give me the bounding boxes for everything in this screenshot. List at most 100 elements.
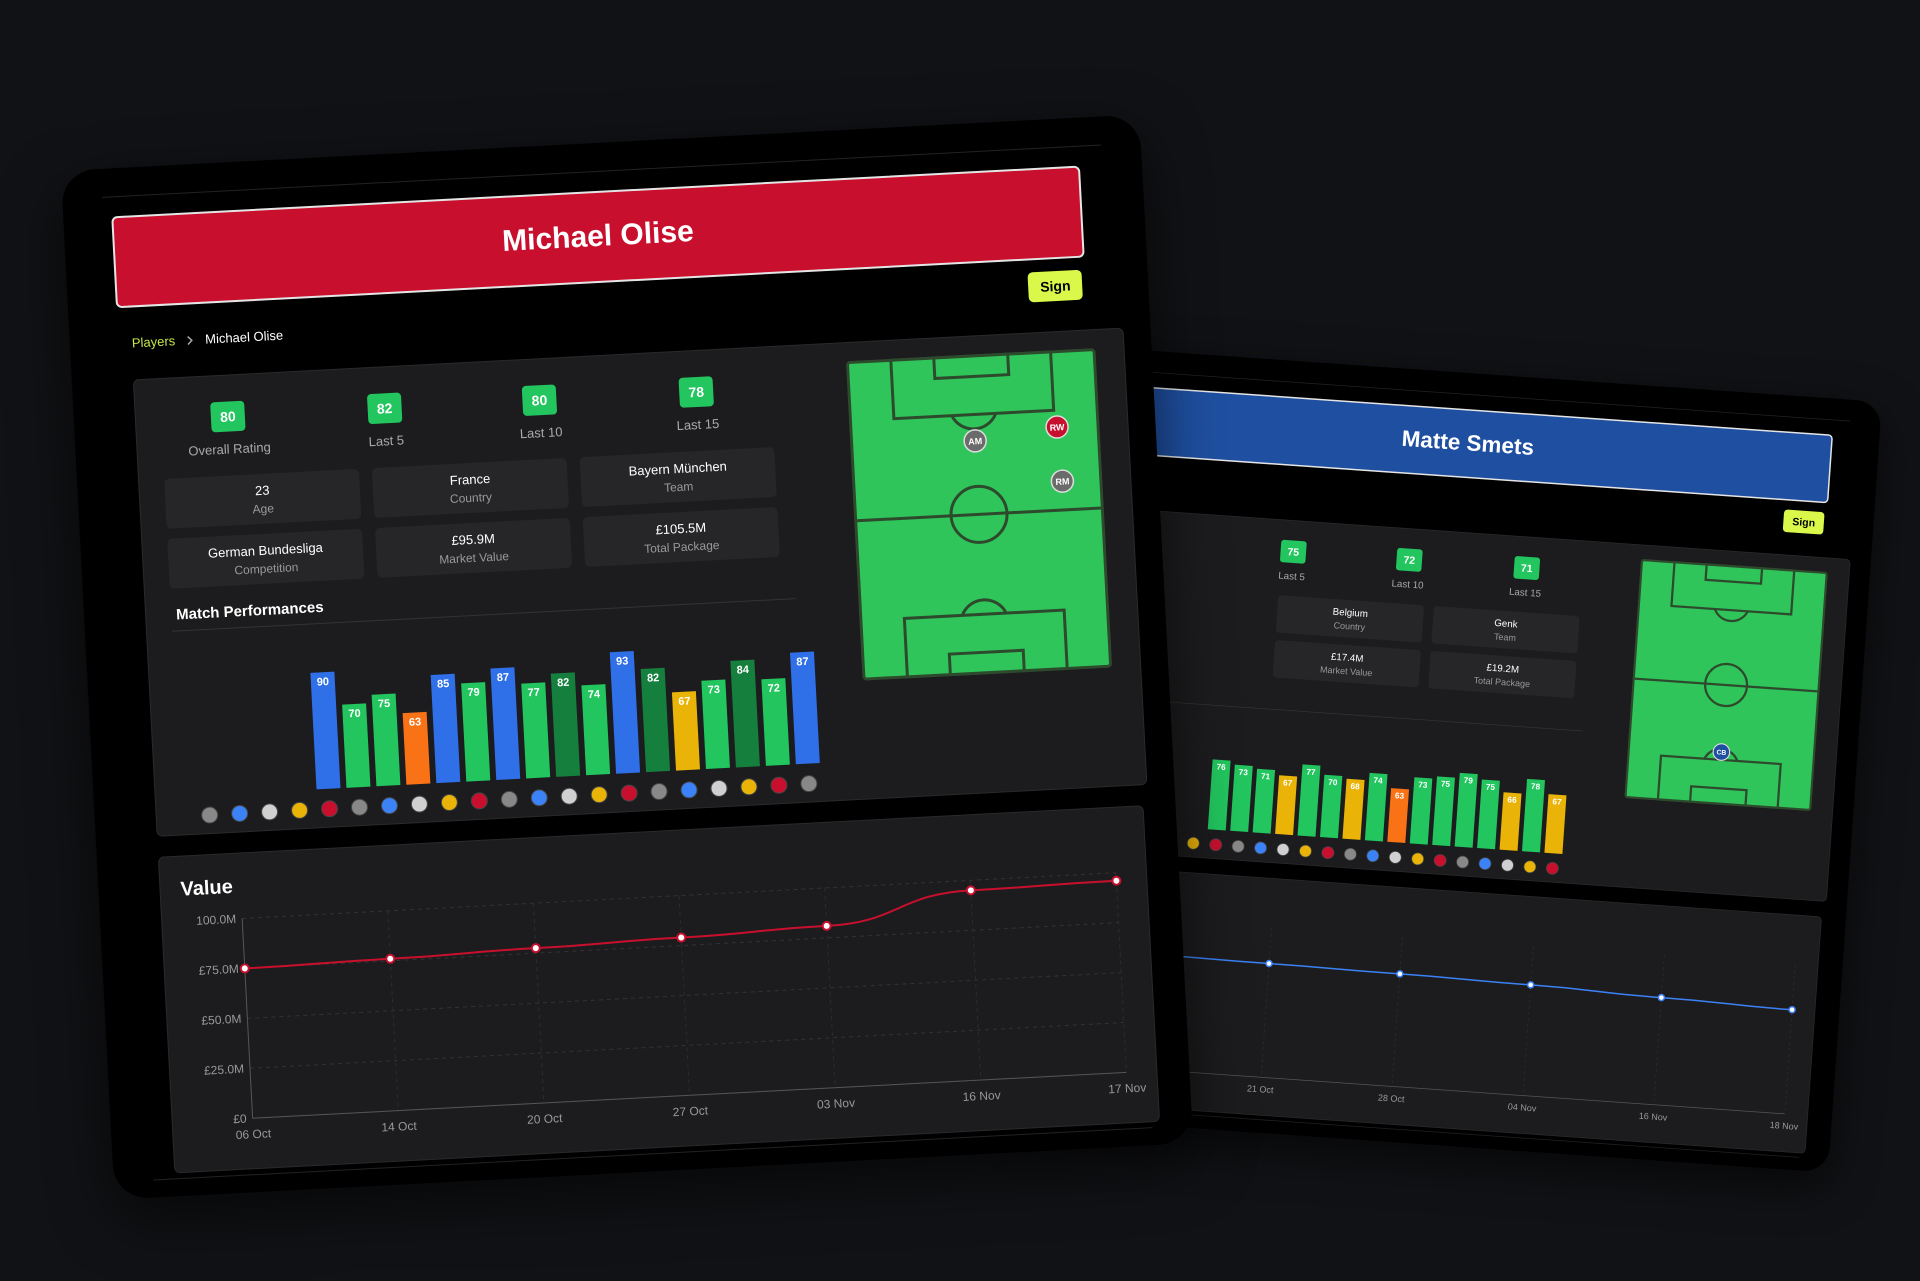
club-logo bbox=[1186, 836, 1200, 850]
position-marker bbox=[963, 429, 987, 453]
bar bbox=[761, 678, 790, 766]
bar bbox=[490, 667, 521, 781]
club-logo bbox=[410, 795, 428, 813]
sign-button[interactable]: Sign bbox=[1027, 269, 1084, 303]
info-value: Bayern München bbox=[628, 458, 728, 479]
bar-label: 93 bbox=[616, 655, 629, 668]
pitch-line bbox=[1632, 677, 1820, 693]
bar-label: 78 bbox=[1531, 782, 1541, 792]
bar bbox=[1319, 774, 1343, 839]
club-logo bbox=[440, 793, 458, 811]
rating-label: Overall Rating bbox=[188, 439, 272, 459]
bar-label: 90 bbox=[316, 676, 329, 689]
bar-label: 71 bbox=[1261, 772, 1271, 782]
y-tick-label: £0 bbox=[233, 1112, 247, 1127]
club-logo bbox=[740, 778, 758, 796]
info-label: Total Package bbox=[643, 537, 720, 556]
value-point bbox=[1657, 993, 1666, 1002]
club-logo bbox=[261, 803, 279, 821]
bar bbox=[461, 682, 491, 782]
pitch-line bbox=[947, 648, 1026, 678]
info-value: German Bundesliga bbox=[207, 539, 324, 561]
club-logo bbox=[650, 783, 668, 801]
club-logo bbox=[1478, 857, 1492, 871]
breadcrumb: Players Michael Olise bbox=[131, 328, 283, 351]
club-logo bbox=[1545, 861, 1559, 875]
info-value: 23 bbox=[254, 481, 270, 498]
value-line bbox=[244, 879, 1117, 970]
info-label: Country bbox=[1333, 619, 1366, 633]
rating-label: Last 10 bbox=[519, 424, 563, 442]
value-panel: Value £0 £25.0M £50.0M £75.0M 100.0M 06 Oct 14 … bbox=[157, 805, 1161, 1174]
bar-label: 74 bbox=[1373, 776, 1383, 786]
bar bbox=[521, 682, 551, 779]
position-marker bbox=[1050, 469, 1075, 493]
bar bbox=[1544, 794, 1567, 855]
info-label: Team bbox=[1493, 630, 1517, 643]
line-chart: 21 Oct 28 Oct 04 Nov 16 Nov 18 Nov bbox=[1129, 918, 1799, 1132]
pitch-line bbox=[960, 598, 1008, 616]
club-logo bbox=[530, 789, 548, 807]
club-logo bbox=[201, 806, 219, 824]
x-tick-label: 20 Oct bbox=[527, 1111, 564, 1127]
club-logo bbox=[1523, 860, 1537, 874]
grid-line bbox=[1784, 964, 1796, 1114]
grid-line bbox=[1391, 936, 1403, 1087]
info-box: Genk Team bbox=[1431, 605, 1580, 654]
x-tick-label: 14 Oct bbox=[381, 1119, 418, 1135]
info-box: France Country bbox=[371, 457, 570, 519]
rating-badge: 80 bbox=[521, 384, 558, 417]
club-logo bbox=[350, 798, 368, 816]
club-logo bbox=[470, 792, 488, 810]
grid-line bbox=[969, 880, 982, 1081]
breadcrumb-current: Michael Olise bbox=[204, 327, 284, 347]
value-point bbox=[1111, 875, 1122, 886]
club-logo bbox=[560, 787, 578, 805]
club-logo bbox=[800, 775, 818, 793]
info-label: Market Value bbox=[1319, 663, 1373, 678]
bar-label: 70 bbox=[1328, 778, 1338, 788]
bar-label: 77 bbox=[1306, 767, 1316, 777]
bar-chart: 76 73 71 67 77 70 68 74 63 73 75 79 75 66 78 67 bbox=[1119, 759, 1567, 875]
club-logo bbox=[1501, 858, 1514, 872]
info-box: £19.2M Total Package bbox=[1428, 650, 1577, 699]
bar-label: 82 bbox=[647, 672, 660, 685]
value-point bbox=[676, 932, 687, 943]
position-label: AM bbox=[968, 436, 983, 447]
chevron bbox=[187, 335, 194, 345]
info-value: £19.2M bbox=[1486, 661, 1520, 675]
position-label: RW bbox=[1049, 422, 1065, 433]
club-logo bbox=[1366, 849, 1380, 863]
x-tick-label: 27 Oct bbox=[672, 1103, 709, 1119]
club-logo bbox=[231, 804, 249, 822]
bar-label: 67 bbox=[678, 695, 691, 708]
rating-label: Last 5 bbox=[1277, 569, 1306, 583]
bar bbox=[310, 671, 341, 790]
pitch-line bbox=[1688, 785, 1748, 808]
club-logo bbox=[620, 784, 638, 802]
info-value: Belgium bbox=[1332, 605, 1369, 619]
bar-label: 75 bbox=[378, 698, 391, 711]
position-label: CB bbox=[1716, 749, 1726, 757]
bar bbox=[1432, 776, 1455, 847]
value-point bbox=[1788, 1006, 1796, 1014]
bar bbox=[1521, 778, 1546, 853]
info-label: Age bbox=[252, 500, 275, 516]
sign-button[interactable]: Sign bbox=[1782, 509, 1825, 535]
club-logo bbox=[1388, 850, 1402, 864]
info-box: Belgium Country bbox=[1275, 595, 1425, 643]
position-marker bbox=[1045, 415, 1069, 439]
bar bbox=[342, 703, 371, 788]
value-point bbox=[1265, 959, 1273, 968]
tablet-matte-smets: Matte Smets Sign 75 Last 5 72 Last 10 71 Last 1… bbox=[1020, 345, 1882, 1173]
bar-label: 73 bbox=[707, 684, 720, 697]
value-point bbox=[965, 885, 976, 896]
bar-label: 73 bbox=[1418, 780, 1428, 790]
breadcrumb-link[interactable]: Players bbox=[131, 333, 176, 351]
stats-panel: 75 Last 5 72 Last 10 71 Last 15 Belgium Country… bbox=[1084, 507, 1851, 902]
bar bbox=[1387, 788, 1410, 844]
bar bbox=[402, 711, 431, 785]
value-point bbox=[239, 963, 250, 974]
bar bbox=[1252, 768, 1276, 834]
